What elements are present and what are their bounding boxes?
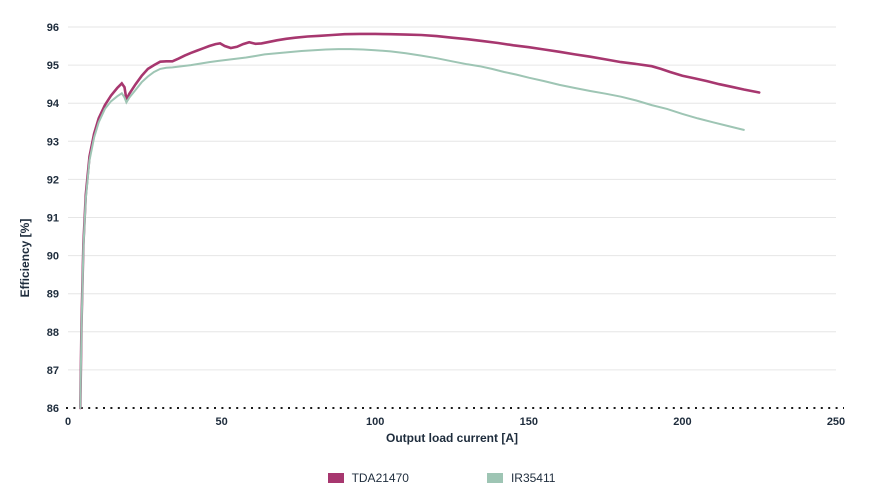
y-tick-label-87: 87 [47, 365, 59, 377]
legend-item-tda21470: TDA21470 [327, 471, 409, 485]
legend-label-ir35411: IR35411 [510, 471, 556, 485]
x-tick-label-0: 0 [65, 416, 71, 428]
series-line-tda21470 [79, 32, 761, 410]
gridlines [68, 26, 836, 371]
y-tick-label-96: 96 [47, 22, 59, 34]
x-tick-label-250: 250 [827, 416, 845, 428]
y-tick-label-88: 88 [47, 327, 59, 339]
legend-label-tda21470: TDA21470 [351, 471, 409, 485]
x-tick-label-100: 100 [366, 416, 384, 428]
series-line-ir35411 [79, 48, 745, 409]
y-tick-label-94: 94 [47, 98, 60, 110]
x-axis-tick-labels: 0 50 100 150 200 250 [65, 416, 845, 428]
y-tick-label-90: 90 [47, 251, 59, 263]
legend-swatch-tda21470 [327, 473, 344, 483]
legend-swatch-ir35411 [486, 473, 503, 483]
series-lines [79, 32, 761, 410]
y-tick-label-93: 93 [47, 136, 59, 148]
x-tick-label-150: 150 [520, 416, 538, 428]
y-axis-tick-labels: 86 87 88 89 90 91 92 93 94 95 96 [47, 22, 60, 415]
y-tick-label-91: 91 [47, 213, 59, 225]
x-tick-label-50: 50 [215, 416, 227, 428]
y-tick-label-89: 89 [47, 289, 59, 301]
y-tick-label-92: 92 [47, 174, 59, 186]
legend-item-ir35411: IR35411 [486, 471, 556, 485]
y-tick-label-86: 86 [47, 403, 59, 415]
y-axis-title: Efficiency [%] [18, 219, 32, 298]
x-tick-label-200: 200 [673, 416, 691, 428]
y-tick-label-95: 95 [47, 60, 59, 72]
x-axis-title: Output load current [A] [386, 431, 518, 445]
chart-legend: TDA21470 IR35411 [0, 471, 883, 485]
